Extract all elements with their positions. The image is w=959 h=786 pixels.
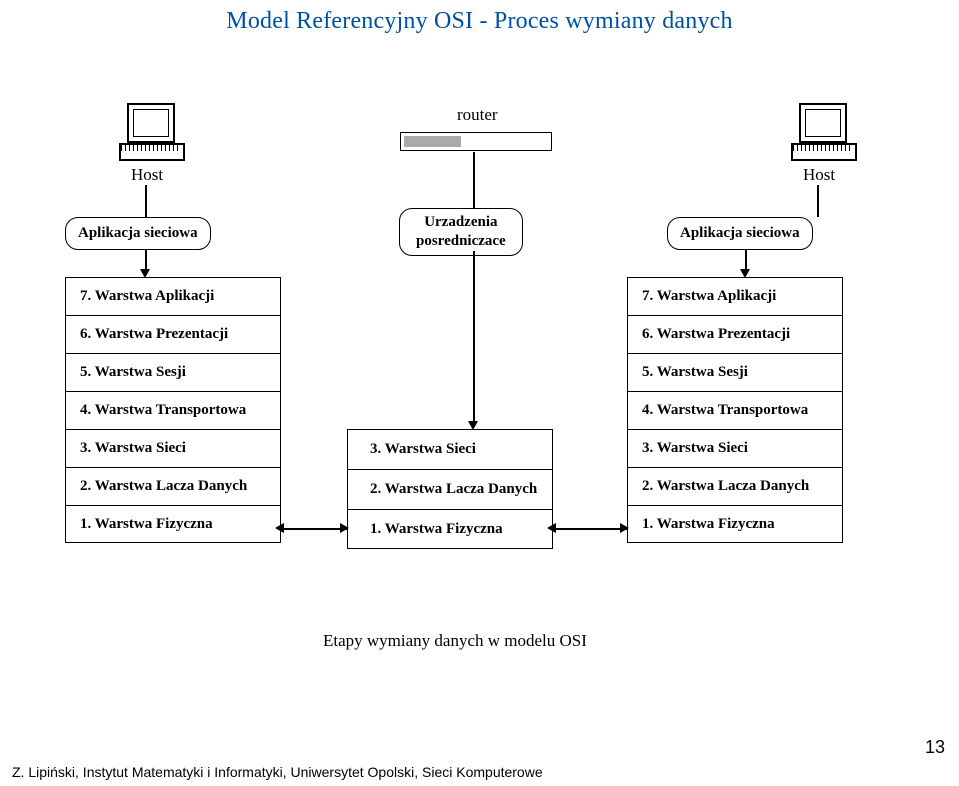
layer-box: 3. Warstwa Sieci [627,429,843,467]
line-phys-mid-right [553,528,627,530]
arrow-phys-left [275,523,284,533]
app-pill-right: Aplikacja sieciowa [667,217,813,250]
layer-box: 1. Warstwa Fizyczna [627,505,843,543]
stack-right: 7. Warstwa Aplikacji 6. Warstwa Prezenta… [627,277,843,543]
layer-box: 5. Warstwa Sesji [65,353,281,391]
page-number: 13 [925,737,945,758]
layer-box: 2. Warstwa Lacza Danych [627,467,843,505]
layer-box: 7. Warstwa Aplikacji [627,277,843,315]
line-router-pill [473,152,475,208]
mid-pill-line1: Urzadzenia [424,214,497,230]
layer-box: 4. Warstwa Transportowa [65,391,281,429]
mid-pill-line2: posredniczace [416,233,506,249]
layer-box: 2. Warstwa Lacza Danych [347,469,553,509]
arrow-phys-right [620,523,629,533]
layer-box: 7. Warstwa Aplikacji [65,277,281,315]
page-title: Model Referencyjny OSI - Proces wymiany … [0,0,959,35]
stack-mid: 3. Warstwa Sieci 2. Warstwa Lacza Danych… [347,429,553,549]
arrow-phys-leftmid-r [340,523,349,533]
host-left-icon [119,103,197,165]
line-host-right [817,185,819,217]
footer-text: Z. Lipiński, Instytut Matematyki i Infor… [12,764,543,780]
layer-box: 1. Warstwa Fizyczna [347,509,553,549]
layer-box: 4. Warstwa Transportowa [627,391,843,429]
layer-box: 3. Warstwa Sieci [65,429,281,467]
layer-box: 5. Warstwa Sesji [627,353,843,391]
osi-diagram: Host Host router Aplikacja sieciowa Apli… [65,65,895,685]
line-host-left [145,185,147,217]
host-right-label: Host [803,165,835,185]
layer-box: 2. Warstwa Lacza Danych [65,467,281,505]
host-right-icon [791,103,869,165]
diagram-caption: Etapy wymiany danych w modelu OSI [323,631,587,651]
layer-box: 1. Warstwa Fizyczna [65,505,281,543]
layer-box: 6. Warstwa Prezentacji [627,315,843,353]
layer-box: 3. Warstwa Sieci [347,429,553,469]
router-icon [400,132,552,151]
line-phys-left-mid [281,528,347,530]
app-pill-left: Aplikacja sieciowa [65,217,211,250]
router-label: router [457,105,498,125]
arrow-phys-midr-l [547,523,556,533]
host-left-label: Host [131,165,163,185]
line-pill-stack-mid [473,251,475,427]
layer-box: 6. Warstwa Prezentacji [65,315,281,353]
mid-pill: Urzadzenia posredniczace [399,208,523,256]
stack-left: 7. Warstwa Aplikacji 6. Warstwa Prezenta… [65,277,281,543]
